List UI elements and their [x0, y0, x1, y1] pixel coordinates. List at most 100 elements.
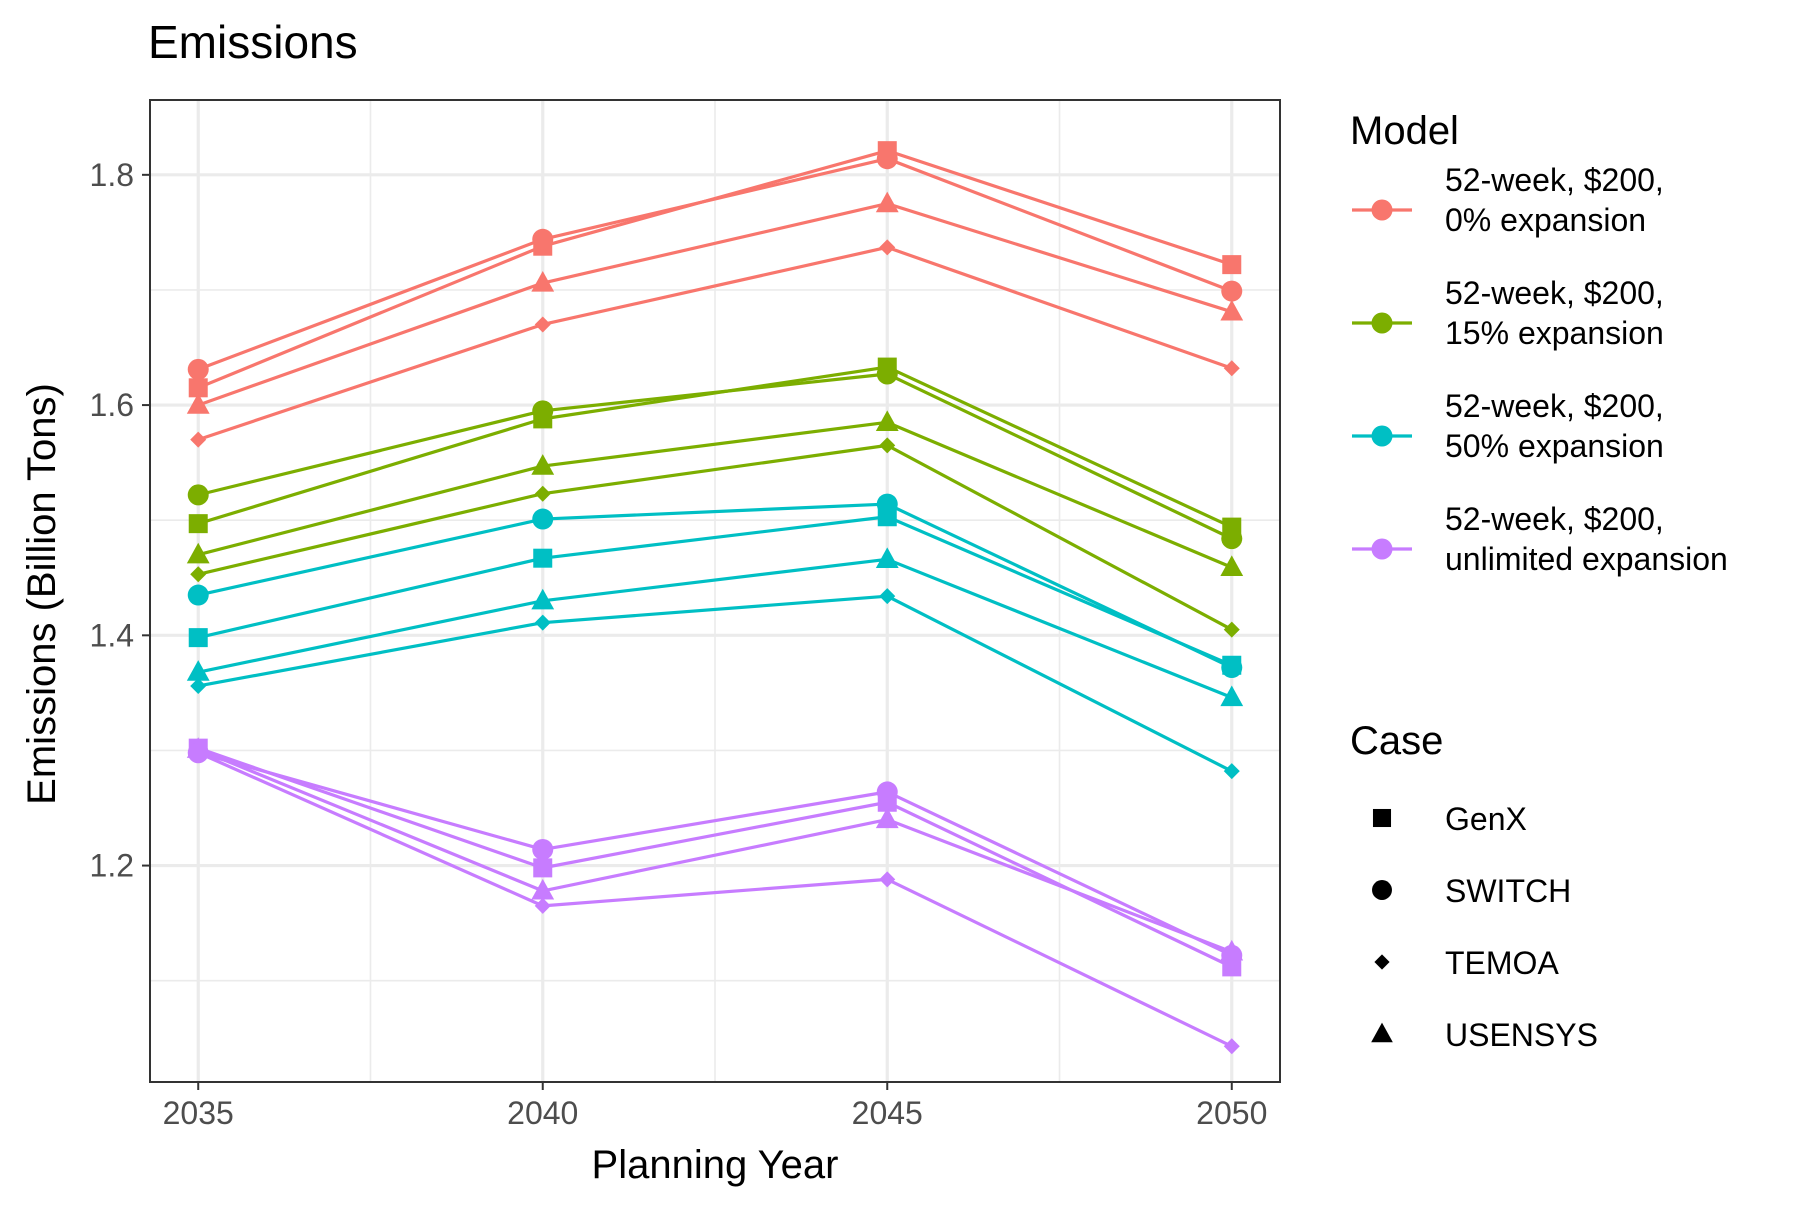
- data-point-m15-usensys-2040: [531, 454, 555, 475]
- data-point-m0-genx-2035: [188, 378, 208, 398]
- data-point-m50-usensys-2035: [186, 660, 210, 681]
- x-tick-label: 2045: [852, 1095, 923, 1131]
- data-point-munl-switch-2040: [532, 838, 554, 860]
- data-point-m15-usensys-2045: [875, 410, 899, 431]
- data-point-m50-temoa-2035: [190, 677, 207, 694]
- data-point-munl-temoa-2040: [534, 897, 551, 914]
- series-line-m50-genx: [197, 515, 1233, 667]
- chart-title: Emissions: [148, 16, 358, 68]
- legend-key-marker-m0: [1371, 199, 1393, 221]
- data-point-m0-temoa-2050: [1223, 360, 1240, 377]
- data-point-munl-usensys-2050: [1220, 939, 1244, 961]
- legend-label-genx: GenX: [1445, 801, 1527, 837]
- legend-model-title: Model: [1350, 109, 1459, 153]
- y-tick-label: 1.6: [90, 387, 134, 423]
- data-point-m15-temoa-2050: [1223, 621, 1240, 638]
- legend-label-m0-line2: 0% expansion: [1445, 202, 1646, 238]
- data-point-m15-usensys-2035: [186, 542, 210, 564]
- legend-shape-switch: [1372, 880, 1392, 900]
- series-line-m0-switch: [197, 157, 1233, 371]
- data-point-munl-temoa-2045: [879, 871, 896, 888]
- series-line-munl-switch: [197, 751, 1233, 957]
- legend-label-m50-line2: 50% expansion: [1445, 428, 1664, 464]
- data-point-m50-usensys-2050: [1220, 685, 1244, 707]
- data-point-m50-switch-2050: [1221, 657, 1243, 679]
- y-tick-label: 1.2: [90, 848, 134, 884]
- data-point-m15-switch-2050: [1221, 528, 1243, 550]
- legend-label-m15-line2: 15% expansion: [1445, 315, 1664, 351]
- legend: Model Case 52-week, $200, 0% expansion 52-…: [1350, 109, 1728, 1053]
- data-point-m50-temoa-2040: [534, 614, 551, 631]
- legend-label-munl-line2: unlimited expansion: [1445, 541, 1728, 577]
- legend-label-usensys: USENSYS: [1445, 1017, 1598, 1053]
- data-point-m50-usensys-2040: [531, 588, 555, 610]
- legend-shape-usensys: [1371, 1022, 1393, 1043]
- data-point-munl-usensys-2040: [531, 878, 555, 900]
- legend-shape-temoa: [1374, 954, 1390, 970]
- data-point-m50-usensys-2045: [875, 547, 899, 568]
- x-axis-label: Planning Year: [592, 1143, 839, 1187]
- data-point-m0-switch-2035: [187, 358, 209, 380]
- data-point-m0-genx-2050: [1222, 255, 1242, 275]
- plot-area: [150, 100, 1280, 1082]
- data-point-munl-genx-2040: [533, 858, 553, 878]
- y-tick-label: 1.4: [90, 617, 134, 653]
- legend-label-switch: SWITCH: [1445, 873, 1571, 909]
- data-point-m0-temoa-2045: [879, 239, 896, 256]
- data-point-m0-usensys-2045: [875, 191, 899, 213]
- data-point-m50-switch-2040: [532, 508, 554, 530]
- data-point-munl-usensys-2045: [875, 807, 899, 829]
- y-axis-label: Emissions (Billion Tons): [20, 383, 64, 805]
- data-point-m15-temoa-2035: [190, 566, 207, 583]
- series-line-munl-temoa: [197, 751, 1233, 1048]
- legend-label-m15-line1: 52-week, $200,: [1445, 275, 1664, 311]
- data-point-m50-switch-2035: [187, 584, 209, 606]
- series-line-m0-usensys: [197, 202, 1233, 407]
- data-point-m50-genx-2035: [188, 628, 208, 648]
- series-line-m15-switch: [197, 372, 1233, 541]
- axes-layer: 2035 2040 2045 2050 1.2 1.4 1.6 1.8: [90, 99, 1281, 1131]
- data-point-m0-temoa-2040: [534, 316, 551, 333]
- data-point-m0-switch-2050: [1221, 280, 1243, 302]
- x-tick-label: 2040: [507, 1095, 578, 1131]
- series-line-m50-temoa: [197, 594, 1233, 773]
- legend-key-marker-m15: [1371, 312, 1393, 334]
- data-point-m15-genx-2035: [188, 514, 208, 534]
- legend-label-munl-line1: 52-week, $200,: [1445, 501, 1664, 537]
- series-line-m0-temoa: [197, 245, 1233, 442]
- data-point-m15-temoa-2040: [534, 485, 551, 502]
- data-point-m0-switch-2040: [532, 228, 554, 250]
- legend-case-title: Case: [1350, 719, 1443, 763]
- plot-border: [149, 99, 1281, 1083]
- x-tick-label: 2050: [1196, 1095, 1267, 1131]
- y-tick-label: 1.8: [90, 157, 134, 193]
- data-point-munl-usensys-2035: [186, 737, 210, 758]
- legend-label-m0-line1: 52-week, $200,: [1445, 162, 1664, 198]
- data-point-m0-usensys-2035: [186, 393, 210, 414]
- data-point-m0-temoa-2035: [190, 431, 207, 448]
- data-point-munl-temoa-2050: [1223, 1038, 1240, 1055]
- series-line-munl-usensys: [197, 747, 1233, 954]
- legend-label-temoa: TEMOA: [1445, 945, 1559, 981]
- series-line-m15-temoa: [197, 443, 1233, 631]
- data-point-m15-usensys-2050: [1220, 555, 1244, 577]
- data-point-m15-switch-2045: [876, 363, 898, 385]
- series-line-m15-usensys: [197, 420, 1233, 569]
- legend-label-m50-line1: 52-week, $200,: [1445, 388, 1664, 424]
- data-point-m15-temoa-2045: [879, 437, 896, 454]
- data-point-m50-temoa-2045: [879, 588, 896, 605]
- data-point-munl-switch-2045: [876, 781, 898, 803]
- data-point-m50-switch-2045: [876, 493, 898, 515]
- data-point-m15-switch-2035: [187, 484, 209, 506]
- x-tick-label: 2035: [163, 1095, 234, 1131]
- data-point-m0-usensys-2050: [1220, 299, 1244, 321]
- data-point-m50-genx-2040: [533, 548, 553, 568]
- legend-shape-genx: [1372, 808, 1392, 828]
- data-point-m15-switch-2040: [532, 400, 554, 422]
- data-point-m0-switch-2045: [876, 148, 898, 170]
- legend-key-marker-m50: [1371, 425, 1393, 447]
- legend-key-marker-munl: [1371, 538, 1393, 560]
- series-line-m50-usensys: [197, 557, 1233, 699]
